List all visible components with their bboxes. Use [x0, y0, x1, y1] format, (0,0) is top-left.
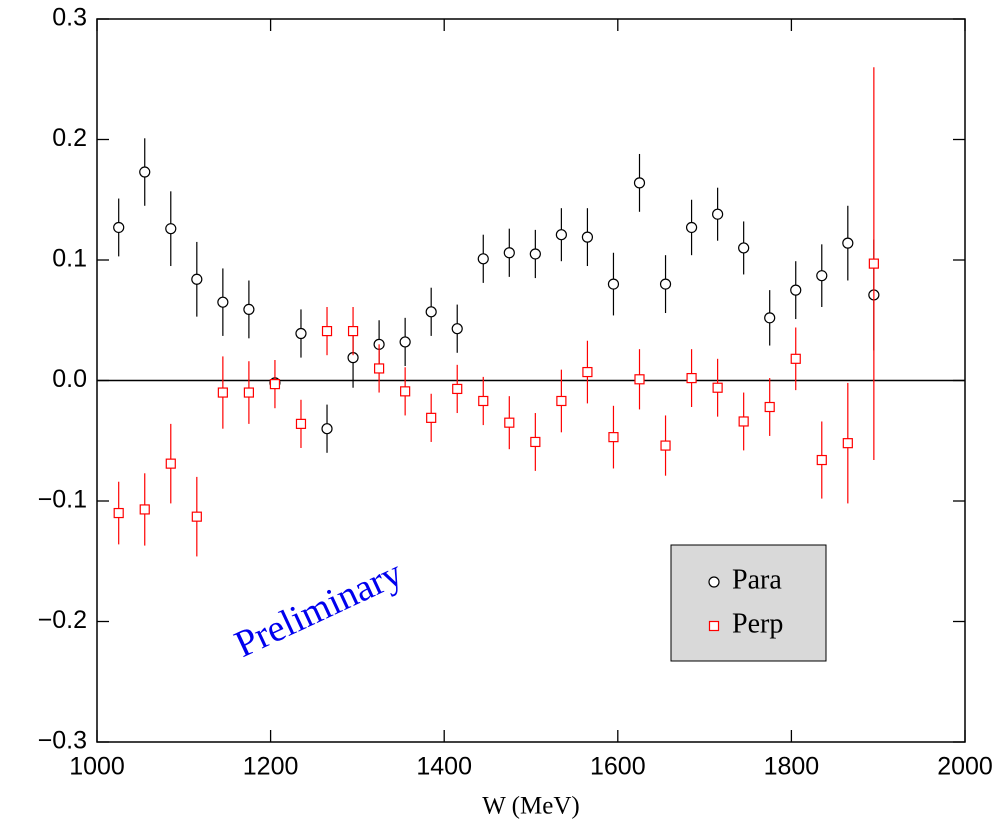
data-point: [426, 412, 437, 423]
data-point: [582, 366, 593, 378]
x-tick-label: 1200: [243, 753, 299, 781]
y-tick-label: 0.0: [52, 365, 87, 393]
data-point: [816, 270, 828, 282]
data-point: [633, 177, 646, 189]
data-point: [217, 387, 228, 398]
data-point: [842, 438, 853, 449]
data-point: [399, 336, 411, 348]
data-point: [191, 511, 202, 522]
data-point: [764, 312, 776, 324]
legend-marker: [708, 576, 720, 588]
data-point: [295, 327, 307, 340]
data-point: [139, 504, 150, 515]
data-point: [321, 325, 333, 337]
data-point: [113, 507, 124, 519]
data-point: [269, 379, 281, 390]
data-point: [478, 395, 489, 407]
data-point: [295, 418, 307, 429]
data-point: [685, 221, 698, 234]
legend-marker: [708, 620, 720, 632]
y-tick-label: −0.1: [38, 486, 87, 514]
data-point: [374, 363, 385, 374]
data-point: [555, 229, 567, 241]
data-point: [738, 242, 750, 254]
x-axis-label: W (MeV): [482, 793, 579, 820]
x-tick-label: 1800: [764, 753, 820, 781]
data-point: [660, 440, 671, 451]
legend-label: Para: [732, 564, 782, 595]
data-point: [712, 382, 723, 393]
data-point: [790, 353, 801, 364]
data-point: [321, 423, 333, 435]
y-tick-label: 0.3: [52, 4, 87, 32]
legend-label: Perp: [732, 608, 783, 639]
data-point: [425, 306, 437, 318]
data-point: [608, 432, 619, 443]
data-point: [581, 231, 594, 243]
x-tick-label: 2000: [937, 753, 993, 781]
data-point: [790, 284, 802, 296]
data-point: [191, 273, 203, 285]
data-point: [243, 387, 254, 398]
data-point: [503, 247, 515, 259]
data-point: [530, 436, 541, 448]
data-point: [477, 253, 489, 265]
legend-box: [670, 544, 827, 662]
x-tick-label: 1400: [416, 753, 472, 781]
data-point: [868, 258, 879, 269]
data-point: [165, 223, 177, 235]
data-point: [165, 458, 176, 469]
y-tick-label: −0.3: [38, 727, 87, 755]
x-tick-label: 1000: [69, 753, 125, 781]
data-point: [842, 237, 854, 249]
data-point: [139, 166, 151, 178]
data-point: [712, 208, 724, 220]
data-point: [634, 374, 645, 385]
data-point: [738, 416, 749, 427]
y-tick-label: −0.2: [38, 606, 87, 634]
annotation: Preliminary: [228, 552, 408, 666]
data-point: [529, 248, 541, 260]
data-point: [504, 417, 515, 428]
data-point: [217, 296, 229, 308]
data-point: [686, 372, 697, 384]
x-tick-label: 1600: [590, 753, 646, 781]
y-tick-label: 0.2: [52, 124, 87, 152]
data-point: [243, 303, 255, 316]
data-point: [400, 386, 411, 397]
data-point: [607, 278, 620, 290]
data-point: [113, 221, 125, 234]
data-point: [347, 325, 359, 337]
y-tick-label: 0.1: [52, 245, 87, 273]
data-point: [451, 323, 463, 335]
data-point: [764, 401, 775, 413]
data-point: [452, 383, 463, 395]
data-point: [556, 395, 567, 407]
data-point: [659, 278, 672, 290]
data-point: [816, 454, 827, 466]
